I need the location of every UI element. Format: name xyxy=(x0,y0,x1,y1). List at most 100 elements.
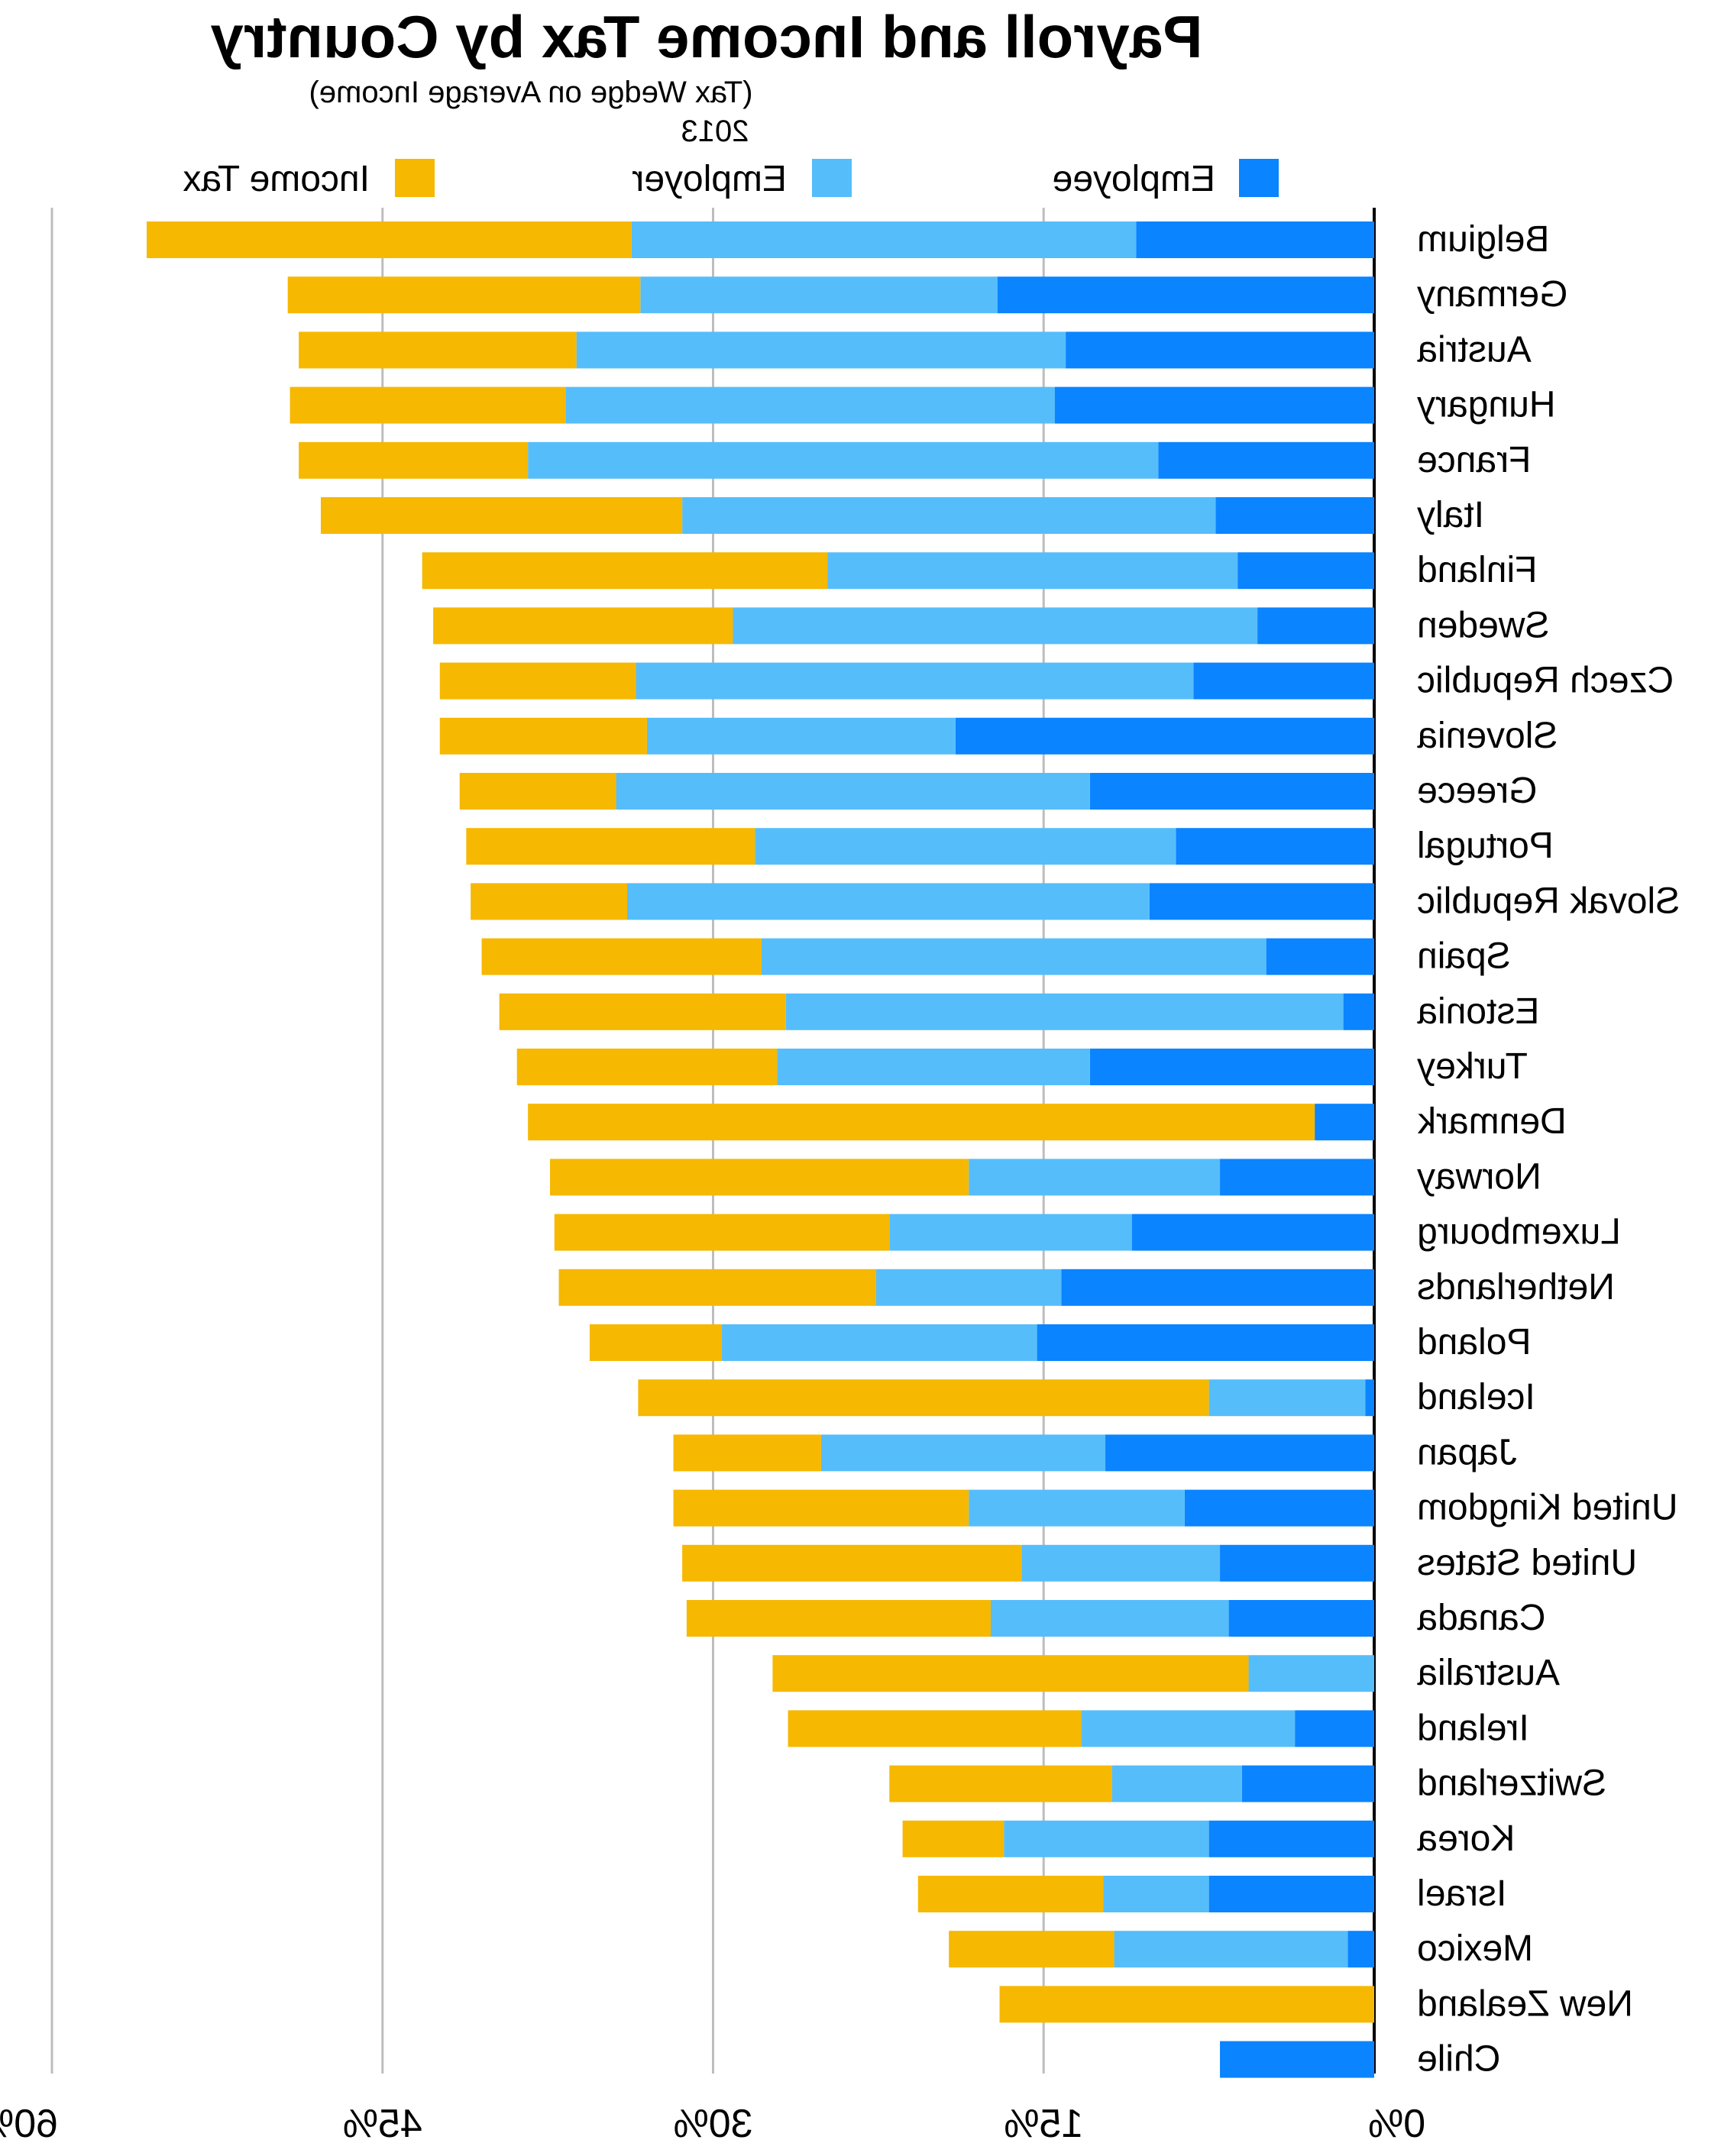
bar-united-kingdom-employee xyxy=(1184,1489,1374,1527)
bar-finland-income-tax xyxy=(422,552,828,590)
bar-united-states-employee xyxy=(1220,1544,1374,1582)
bar-finland-employee xyxy=(1237,552,1374,590)
category-label-switzerland: Switzerland xyxy=(1417,1763,1606,1804)
category-label-ireland: Ireland xyxy=(1417,1708,1529,1748)
bar-iceland-income-tax xyxy=(638,1379,1209,1417)
bar-mexico-employer xyxy=(1114,1931,1348,1968)
bar-portugal-income-tax xyxy=(466,828,755,865)
legend: Employee Employer Income Tax xyxy=(183,159,1279,199)
bar-italy-employer xyxy=(682,497,1216,534)
bar-sweden-employer xyxy=(733,607,1258,645)
bar-israel-employer xyxy=(1103,1876,1209,1912)
category-label-united-kingdom: United Kingdom xyxy=(1417,1488,1678,1528)
category-label-netherlands: Netherlands xyxy=(1417,1267,1615,1307)
bar-netherlands-income-tax xyxy=(558,1269,876,1306)
bar-austria-employee xyxy=(1066,331,1374,369)
category-label-estonia: Estonia xyxy=(1417,991,1539,1032)
bar-canada-employer xyxy=(991,1600,1229,1637)
legend-label-employer: Employer xyxy=(632,159,787,199)
category-labels: Belgium Germany Austria Hungary France Italy F… xyxy=(1417,219,1680,2080)
category-label-spain: Spain xyxy=(1417,936,1511,977)
bar-slovenia-employer xyxy=(646,717,956,755)
legend-swatch-income-tax xyxy=(395,159,435,197)
bar-spain-income-tax xyxy=(481,938,762,975)
bar-spain-employee xyxy=(1266,938,1374,975)
category-label-united-states: United States xyxy=(1417,1543,1637,1583)
x-tick-label-45: 45% xyxy=(343,2102,422,2146)
category-label-australia: Australia xyxy=(1417,1653,1560,1693)
bar-belgium-employee xyxy=(1136,221,1374,258)
bar-switzerland-employee xyxy=(1241,1765,1374,1802)
bar-poland-employer xyxy=(722,1324,1037,1361)
bar-switzerland-employer xyxy=(1111,1765,1242,1802)
bar-denmark-employee xyxy=(1315,1104,1374,1141)
category-label-turkey: Turkey xyxy=(1417,1046,1528,1087)
category-label-portugal: Portugal xyxy=(1417,826,1554,866)
bar-hungary-employee xyxy=(1054,386,1374,424)
bar-slovenia-employee xyxy=(955,717,1374,755)
x-tick-label-30: 30% xyxy=(673,2102,752,2146)
bar-greece-employer xyxy=(616,773,1090,810)
legend-swatch-employee xyxy=(1239,159,1279,197)
chart-year: 2013 xyxy=(681,115,749,148)
category-label-korea: Korea xyxy=(1417,1818,1515,1859)
category-label-canada: Canada xyxy=(1417,1598,1545,1638)
bar-chile-employee xyxy=(1220,2041,1374,2078)
bars xyxy=(147,221,1374,2078)
bar-italy-income-tax xyxy=(320,497,683,534)
bar-luxembourg-employer xyxy=(889,1214,1132,1251)
bar-mexico-income-tax xyxy=(949,1931,1114,1968)
bar-france-employee xyxy=(1158,441,1374,479)
category-label-israel: Israel xyxy=(1417,1873,1506,1914)
bar-united-kingdom-income-tax xyxy=(673,1489,969,1527)
category-label-slovak-republic: Slovak Republic xyxy=(1417,881,1680,921)
category-label-france: France xyxy=(1417,440,1531,480)
x-tick-label-60: 60% xyxy=(0,2102,58,2146)
category-label-czech-republic: Czech Republic xyxy=(1417,661,1674,701)
category-label-denmark: Denmark xyxy=(1417,1101,1567,1142)
bar-ireland-employee xyxy=(1295,1710,1374,1747)
bar-mexico-employee xyxy=(1347,1931,1374,1968)
bar-canada-employee xyxy=(1228,1600,1374,1637)
bar-united-states-employer xyxy=(1021,1544,1221,1582)
bar-luxembourg-employee xyxy=(1131,1214,1374,1251)
bar-germany-employer xyxy=(640,276,998,314)
bar-united-kingdom-employer xyxy=(969,1489,1185,1527)
bar-portugal-employee xyxy=(1176,828,1374,865)
bar-japan-employer xyxy=(820,1434,1106,1472)
bar-canada-income-tax xyxy=(686,1600,992,1637)
bar-luxembourg-income-tax xyxy=(554,1214,890,1251)
bar-korea-income-tax xyxy=(902,1820,1004,1857)
bar-spain-employer xyxy=(761,938,1266,975)
category-label-iceland: Iceland xyxy=(1417,1377,1535,1417)
bar-estonia-employer xyxy=(785,993,1344,1030)
category-label-hungary: Hungary xyxy=(1417,385,1555,425)
bar-czech-republic-employer xyxy=(636,662,1194,700)
legend-label-income-tax: Income Tax xyxy=(183,159,370,199)
bar-korea-employee xyxy=(1208,1820,1374,1857)
bar-norway-employee xyxy=(1220,1159,1374,1196)
x-tick-label-0: 0% xyxy=(1368,2102,1425,2146)
category-label-mexico: Mexico xyxy=(1417,1928,1533,1969)
bar-greece-income-tax xyxy=(459,773,616,810)
bar-slovenia-income-tax xyxy=(439,717,647,755)
bar-australia-income-tax xyxy=(772,1655,1249,1692)
bar-germany-employee xyxy=(997,276,1374,314)
chart-title: Payroll and Income Tax by Country xyxy=(211,3,1203,70)
bar-hungary-income-tax xyxy=(290,386,566,424)
bar-austria-income-tax xyxy=(299,331,577,369)
bar-korea-employer xyxy=(1004,1820,1209,1857)
bar-belgium-income-tax xyxy=(147,221,632,258)
bar-turkey-employee xyxy=(1089,1049,1374,1085)
bar-france-income-tax xyxy=(299,441,529,479)
bar-iceland-employee xyxy=(1365,1379,1374,1417)
bar-italy-employee xyxy=(1215,497,1374,534)
bar-estonia-employee xyxy=(1343,993,1374,1030)
bar-estonia-income-tax xyxy=(499,993,786,1030)
category-label-italy: Italy xyxy=(1417,495,1484,535)
bar-denmark-income-tax xyxy=(528,1104,1315,1141)
bar-belgium-employer xyxy=(631,221,1137,258)
bar-austria-employer xyxy=(576,331,1066,369)
bar-japan-employee xyxy=(1105,1434,1374,1472)
